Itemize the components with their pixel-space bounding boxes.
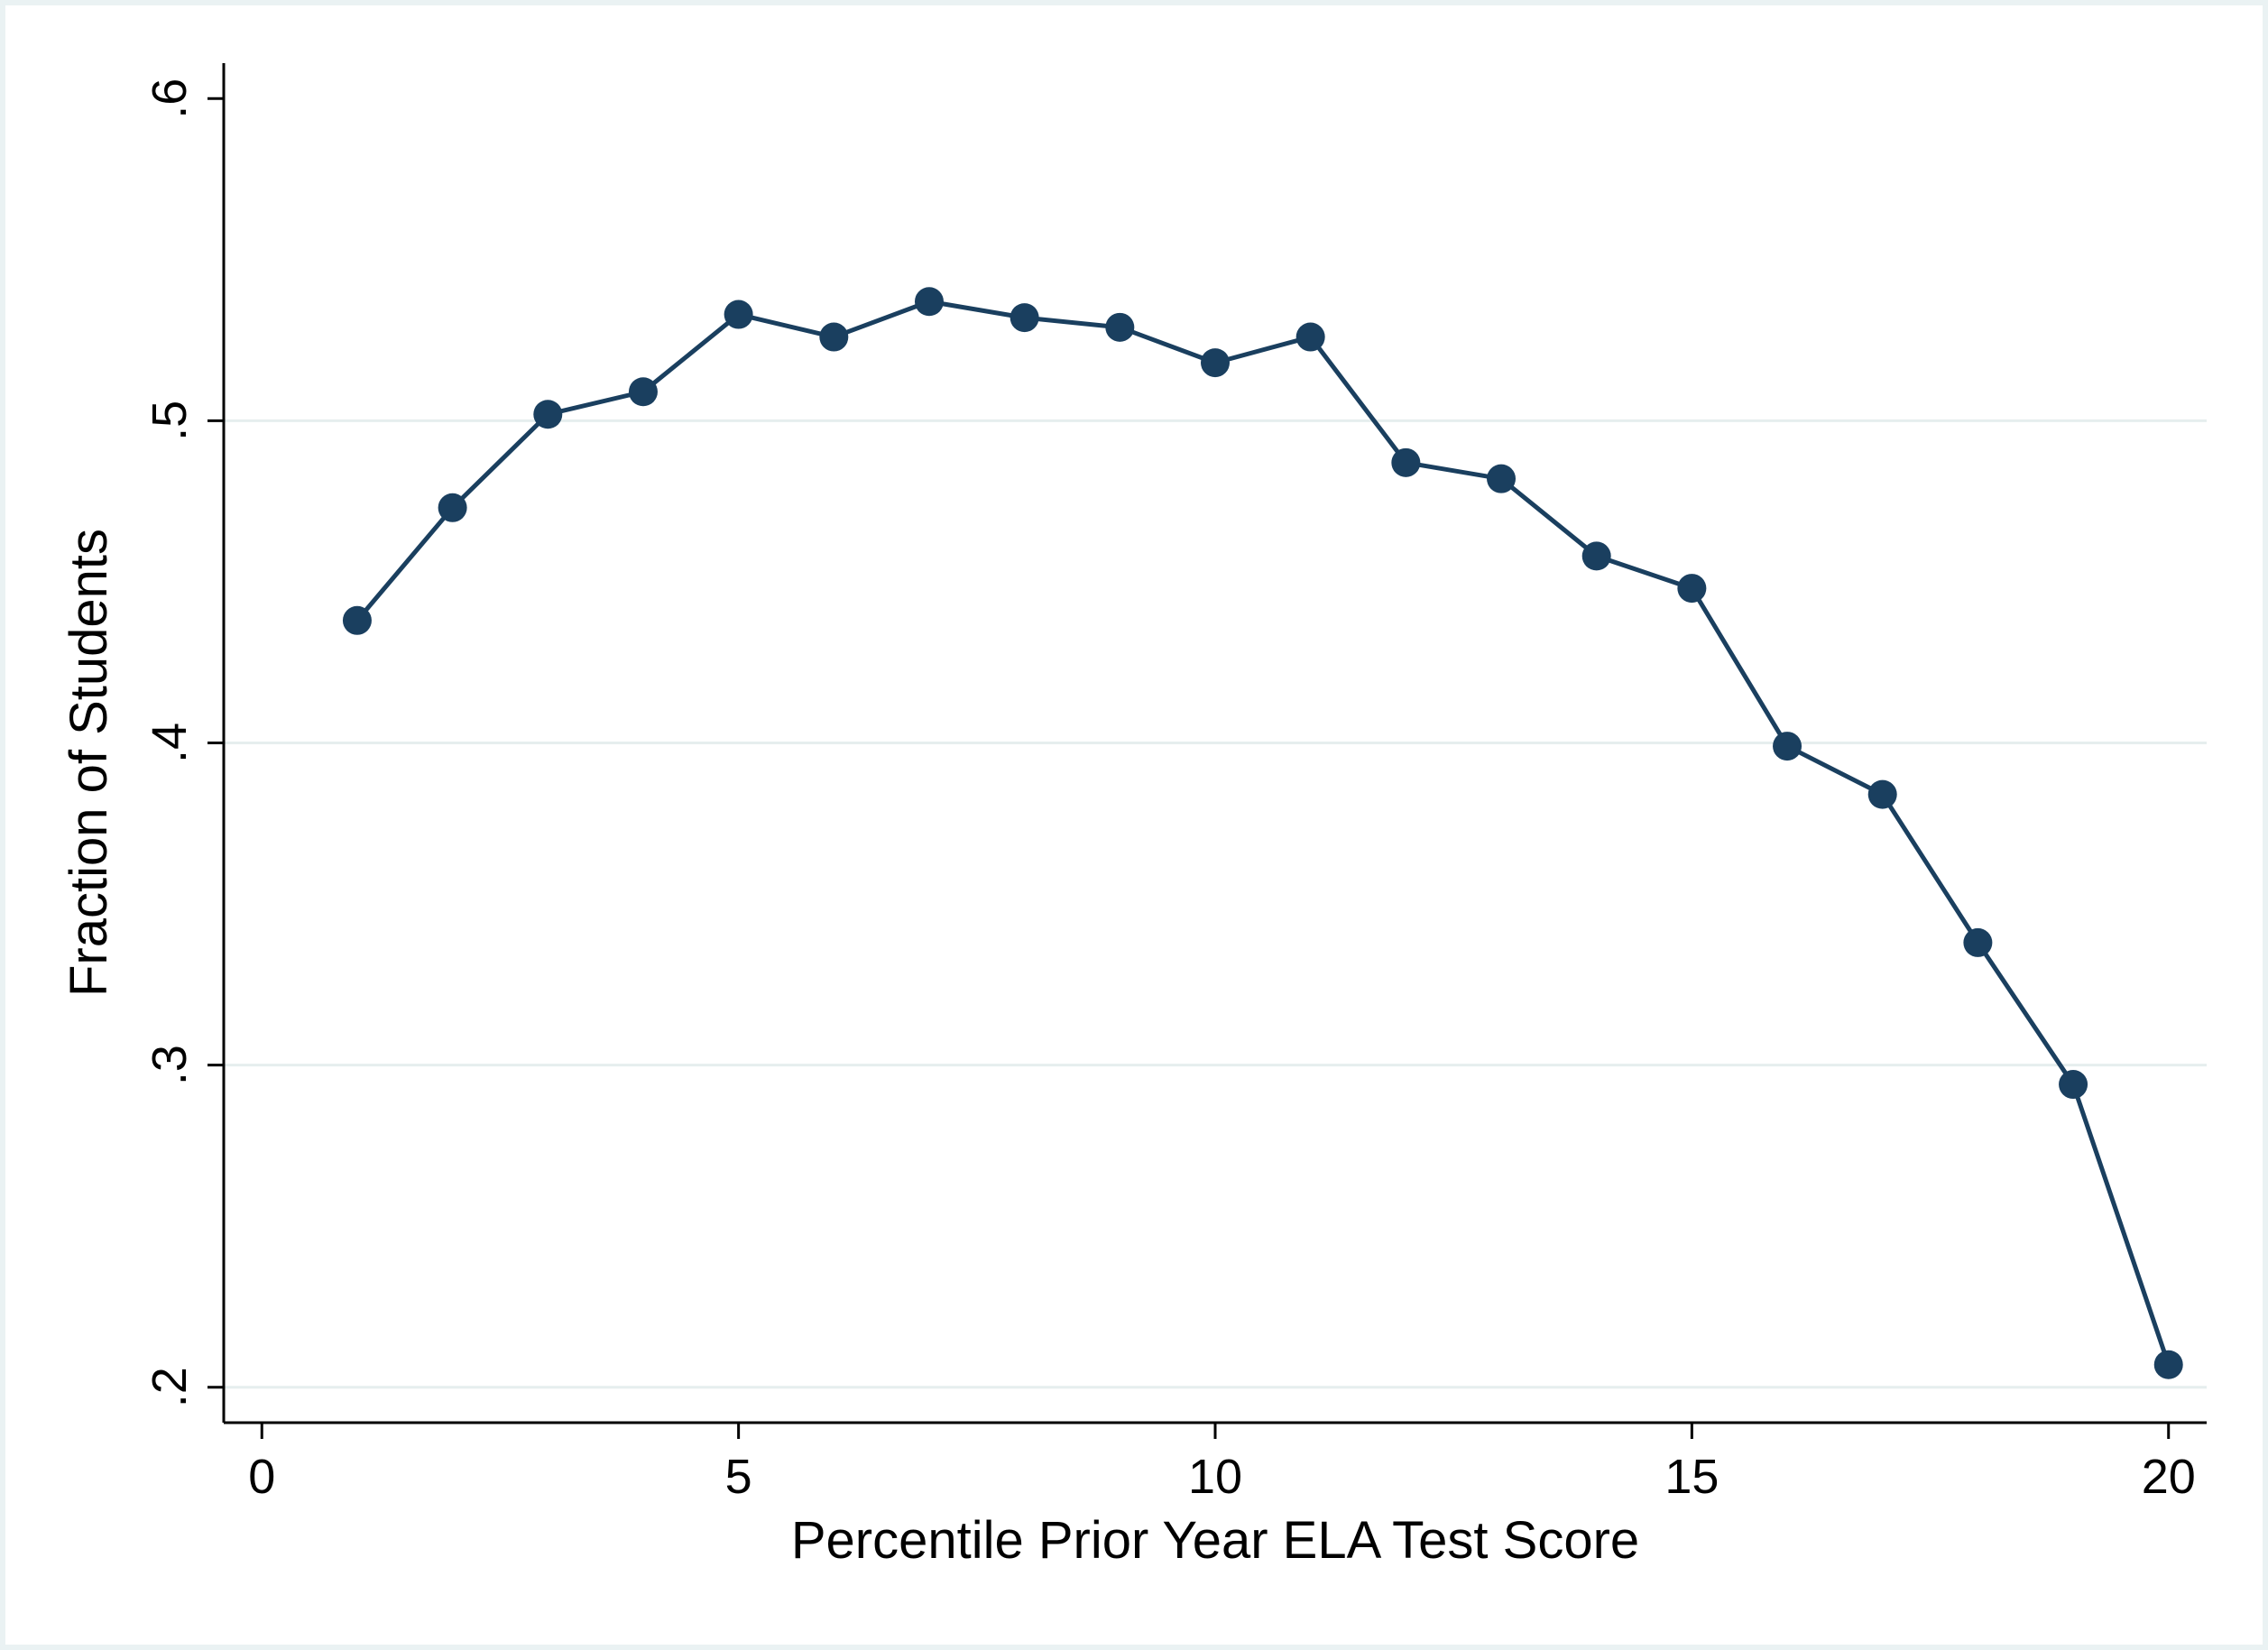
data-point <box>914 287 944 317</box>
data-point <box>1391 447 1421 477</box>
x-tick-label: 20 <box>2142 1450 2196 1504</box>
axes: .2 .3 .4 .5 .6 0 5 10 15 20 <box>143 63 2207 1504</box>
y-tick-label: .2 <box>143 1367 197 1407</box>
line-chart: .2 .3 .4 .5 .6 0 5 10 15 20 Percentile Prior Year… <box>60 63 2207 1570</box>
data-point <box>1867 779 1897 809</box>
series <box>342 287 2183 1379</box>
data-point <box>1487 464 1517 493</box>
y-tick-label: .6 <box>143 78 197 119</box>
chart-frame: .2 .3 .4 .5 .6 0 5 10 15 20 Percentile Prior Year… <box>5 5 2263 1645</box>
y-tick-label: .5 <box>143 401 197 441</box>
series-line <box>355 299 2171 1366</box>
data-point <box>1105 312 1135 342</box>
x-tick-label: 15 <box>1664 1450 1719 1504</box>
data-point <box>1201 348 1230 378</box>
data-point <box>342 605 372 635</box>
data-point <box>1773 732 1802 761</box>
x-tick-label: 0 <box>248 1450 275 1504</box>
data-point <box>1677 574 1707 604</box>
data-point <box>438 493 467 522</box>
data-point <box>724 300 753 329</box>
x-tick-label: 10 <box>1188 1450 1242 1504</box>
data-point <box>2153 1350 2183 1379</box>
data-point <box>2059 1070 2088 1100</box>
data-point <box>628 377 658 407</box>
gridlines <box>224 419 2207 1389</box>
axis-labels: Percentile Prior Year ELA Test Score Fra… <box>60 529 1639 1570</box>
data-point <box>1581 541 1611 571</box>
data-point <box>1963 927 1993 957</box>
y-tick-label: .3 <box>143 1045 197 1085</box>
x-tick-label: 5 <box>725 1450 752 1504</box>
data-point <box>819 322 849 352</box>
data-point <box>1295 322 1325 352</box>
data-point <box>533 400 563 429</box>
x-axis-title: Percentile Prior Year ELA Test Score <box>791 1511 1639 1570</box>
y-tick-label: .4 <box>143 723 197 763</box>
y-axis-title: Fraction of Students <box>60 529 118 997</box>
data-point <box>1010 303 1039 333</box>
